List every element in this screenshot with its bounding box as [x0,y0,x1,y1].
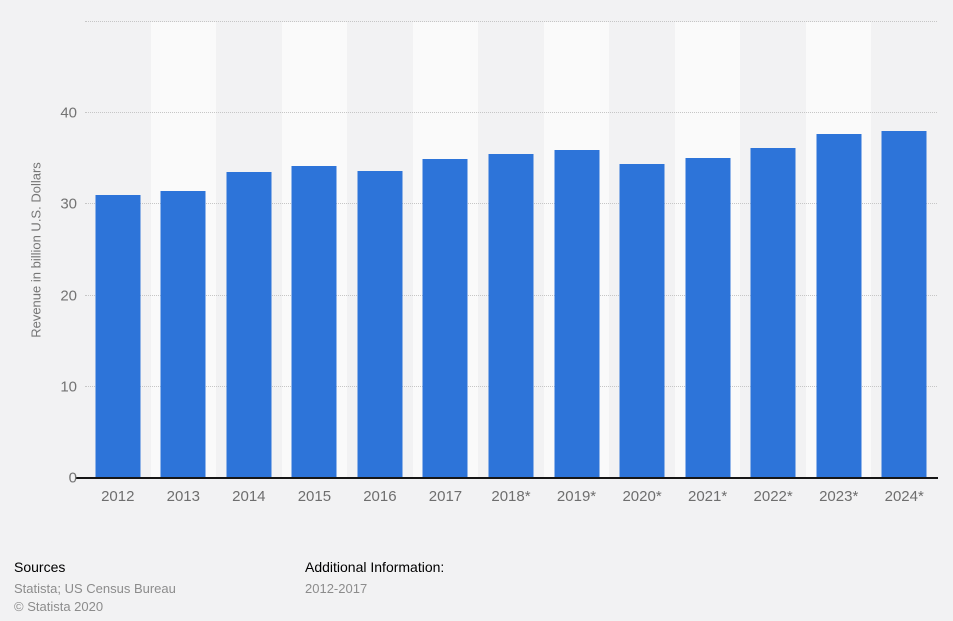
sources-label: Sources [14,559,66,575]
bar-chart-plot-area [85,21,937,478]
y-tick-label-0: 0 [68,469,77,487]
bar-2021 [685,157,731,478]
x-tick-label-2020: 2020* [622,488,662,505]
bar-2022 [750,147,796,478]
y-tick-label-10: 10 [60,378,77,396]
bar-2012 [95,195,141,478]
bar-2019 [554,149,600,478]
x-tick-label-2024: 2024* [884,488,924,505]
bar-2016 [357,170,403,478]
x-tick-label-2013: 2013 [166,488,200,505]
additional-info-value: 2012-2017 [305,581,368,596]
bar-2015 [291,166,337,478]
additional-info-label: Additional Information: [305,559,445,575]
x-tick-label-2017: 2017 [428,488,463,505]
bar-2013 [160,190,206,478]
x-tick-label-2012: 2012 [101,488,135,505]
bar-2023 [816,134,862,478]
x-tick-label-2019: 2019* [556,488,597,505]
x-tick-label-2022: 2022* [753,488,793,505]
y-tick-label-30: 30 [60,195,77,213]
sources-value: Statista; US Census Bureau [14,581,176,596]
x-tick-label-2021: 2021* [688,488,728,505]
footer-additional-info-block: Additional Information: 2012-2017 [305,559,444,599]
y-tick-label-20: 20 [60,287,77,305]
x-tick-label-2016: 2016 [363,488,397,505]
bar-2018 [488,154,534,478]
copyright-text: © Statista 2020 [14,599,104,614]
x-tick-label-2018: 2018* [491,488,531,505]
gridline-40 [85,112,937,114]
bar-2017 [422,158,468,478]
y-tick-label-40: 40 [60,104,77,122]
x-axis-line [75,477,938,479]
x-tick-label-2014: 2014 [232,488,266,505]
footer-sources-block: Sources Statista; US Census Bureau © Sta… [14,559,176,617]
gridline-50 [85,21,937,22]
y-axis-tick-labels: 0 10 20 30 40 [0,0,77,487]
x-tick-label-2015: 2015 [297,488,332,505]
bar-2024 [881,131,927,478]
bar-2014 [226,171,272,478]
x-tick-label-2023: 2023* [819,488,859,505]
bar-2020 [619,164,665,478]
y-axis-title: Revenue in billion U.S. Dollars [28,162,44,338]
x-axis-tick-labels: 2012 2013 2014 2015 2016 2017 2018* 2019* 2020* 2… [85,488,937,508]
